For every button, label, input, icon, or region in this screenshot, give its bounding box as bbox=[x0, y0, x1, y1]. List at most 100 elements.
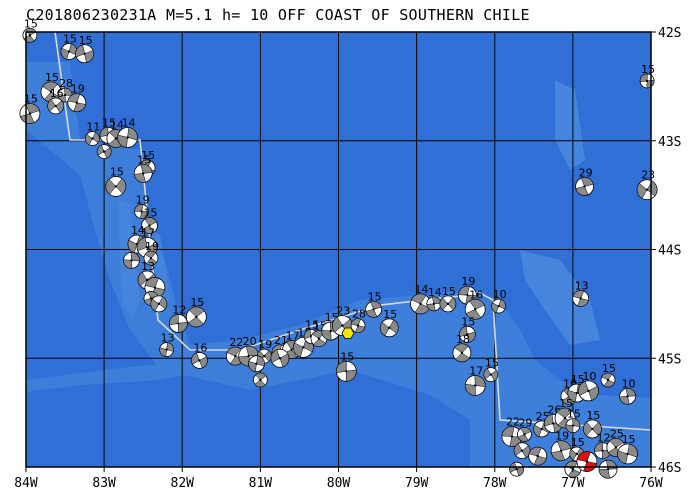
event-depth-label: 15 bbox=[461, 315, 475, 328]
focal-mechanism-beachball[interactable] bbox=[67, 93, 87, 113]
axis-ticks: 84W 83W 82W 81W 80W 79W 78W 77W 76W 42S 43S 44S 45S 4… bbox=[14, 26, 681, 491]
focal-mechanism-beachball[interactable] bbox=[270, 348, 290, 368]
latitude-tick-label: 45S bbox=[658, 352, 681, 367]
focal-mechanism-beachball[interactable] bbox=[141, 217, 158, 234]
latitude-tick-label: 46S bbox=[658, 461, 681, 476]
event-depth-label: 25 bbox=[610, 427, 624, 440]
event-depth-label: 15 bbox=[340, 350, 354, 363]
longitude-tick-label: 82W bbox=[171, 476, 195, 491]
longitude-tick-label: 79W bbox=[405, 476, 429, 491]
focal-mechanism-beachball[interactable] bbox=[350, 318, 366, 334]
focal-mechanism-beachball[interactable] bbox=[565, 418, 581, 434]
focal-mechanism-beachball[interactable] bbox=[426, 296, 442, 312]
event-depth-label: 15 bbox=[571, 436, 585, 449]
focal-mechanism-beachball[interactable] bbox=[117, 127, 138, 148]
event-depth-label: 10 bbox=[583, 370, 597, 383]
focal-mechanism-beachball[interactable] bbox=[550, 440, 572, 462]
focal-mechanism-beachball[interactable] bbox=[143, 250, 159, 266]
event-depth-label: 15 bbox=[485, 357, 499, 370]
event-depth-label: 15 bbox=[641, 63, 655, 76]
event-depth-label: 10 bbox=[493, 288, 507, 301]
focal-mechanism-beachball[interactable] bbox=[19, 103, 41, 124]
event-depth-label: 12 bbox=[597, 432, 611, 445]
event-depth-label: 15 bbox=[45, 71, 59, 84]
focal-mechanism-beachball[interactable] bbox=[528, 446, 548, 466]
focal-mechanism-beachball[interactable] bbox=[459, 325, 476, 343]
focal-mechanism-beachball[interactable] bbox=[464, 298, 486, 320]
focal-mechanism-beachball[interactable] bbox=[191, 352, 208, 369]
focal-mechanism-beachball[interactable] bbox=[509, 461, 525, 477]
focal-mechanism-beachball[interactable] bbox=[40, 81, 62, 103]
event-depth-label: 22 bbox=[229, 336, 243, 349]
focal-mechanism-beachball[interactable] bbox=[252, 372, 268, 388]
event-depth-label: 15 bbox=[190, 296, 204, 309]
event-depth-label: 15 bbox=[305, 319, 319, 332]
event-depth-label: 15 bbox=[24, 17, 38, 30]
focal-mechanism-beachball[interactable] bbox=[575, 177, 594, 196]
focal-mechanism-beachball[interactable] bbox=[517, 426, 532, 442]
focal-mechanism-beachball[interactable] bbox=[134, 204, 150, 219]
focal-mechanism-beachball[interactable] bbox=[600, 372, 616, 388]
event-depth-label: 15 bbox=[24, 93, 38, 106]
focal-mechanism-beachball[interactable] bbox=[85, 131, 100, 146]
focal-mechanism-beachball[interactable] bbox=[22, 27, 38, 43]
focal-mechanism-beachball[interactable] bbox=[617, 443, 638, 465]
event-depth-label: 15 bbox=[137, 153, 151, 166]
event-depth-label: 15 bbox=[383, 308, 397, 321]
focal-mechanism-beachball[interactable] bbox=[619, 387, 636, 405]
focal-mechanism-beachball[interactable] bbox=[452, 343, 472, 363]
focal-mechanism-beachball[interactable] bbox=[491, 298, 507, 314]
focal-mechanism-beachball[interactable] bbox=[335, 360, 357, 382]
focal-mechanism-beachball[interactable] bbox=[513, 442, 531, 460]
focal-mechanism-beachball[interactable] bbox=[483, 367, 499, 382]
event-depth-label: 13 bbox=[161, 332, 175, 345]
event-depth-label: 23 bbox=[336, 305, 350, 318]
focal-mechanism-beachball[interactable] bbox=[105, 176, 127, 197]
main-event-hexagon[interactable] bbox=[341, 327, 355, 339]
event-depth-label: 10 bbox=[622, 377, 636, 390]
event-depth-label: 23 bbox=[641, 169, 655, 182]
focal-mechanism-beachball[interactable] bbox=[639, 73, 655, 89]
focal-mechanism-beachball[interactable] bbox=[583, 419, 602, 439]
plate-boundary bbox=[54, 31, 652, 431]
focal-mechanism-beachball[interactable] bbox=[598, 459, 618, 479]
focal-mechanism-beachball[interactable] bbox=[123, 251, 140, 269]
focal-mechanism-beachball[interactable] bbox=[576, 451, 598, 472]
event-depth-label: 28 bbox=[352, 308, 366, 321]
focal-mechanism-beachball[interactable] bbox=[572, 290, 590, 307]
event-depth-label: 15 bbox=[141, 149, 155, 162]
event-depth-label: 15 bbox=[567, 408, 581, 421]
longitude-tick-label: 83W bbox=[92, 476, 116, 491]
focal-mechanism-beachball[interactable] bbox=[636, 179, 658, 201]
focal-mechanism-beachball[interactable] bbox=[464, 375, 486, 396]
focal-mechanism-beachball[interactable] bbox=[578, 380, 599, 402]
event-depth-label: 19 bbox=[145, 240, 159, 253]
focal-mechanism-beachball[interactable] bbox=[168, 314, 188, 333]
focal-mechanism-beachball[interactable] bbox=[60, 43, 78, 60]
focal-mechanism-beachball[interactable] bbox=[439, 295, 457, 313]
focal-mechanism-beachball[interactable] bbox=[501, 426, 523, 447]
event-depth-label: 17 bbox=[469, 364, 483, 377]
latitude-tick-label: 42S bbox=[658, 26, 681, 41]
event-depth-label: 15 bbox=[559, 397, 573, 410]
focal-mechanism-beachball[interactable] bbox=[185, 306, 207, 328]
focal-mechanism-beachball[interactable] bbox=[96, 144, 112, 160]
focal-mechanism-beachball[interactable] bbox=[133, 163, 153, 183]
focal-mechanism-beachball[interactable] bbox=[365, 300, 383, 318]
event-depth-label: 11 bbox=[86, 121, 100, 134]
event-depth-label: 15 bbox=[110, 165, 124, 178]
focal-mechanism-beachball[interactable] bbox=[379, 318, 399, 338]
event-depth-label: 14 bbox=[428, 286, 442, 299]
event-depth-label: 15 bbox=[622, 433, 636, 446]
focal-mechanism-beachball[interactable] bbox=[248, 355, 265, 373]
latitude-tick-label: 44S bbox=[658, 244, 681, 259]
longitude-tick-label: 80W bbox=[327, 476, 351, 491]
focal-mechanism-beachball[interactable] bbox=[47, 97, 65, 115]
focal-mechanism-beachball[interactable] bbox=[150, 295, 168, 313]
event-depth-label: 22 bbox=[506, 416, 520, 429]
focal-mechanism-beachball[interactable] bbox=[159, 342, 175, 357]
event-depth-label: 29 bbox=[579, 166, 593, 179]
focal-mechanism-beachball[interactable] bbox=[75, 44, 94, 64]
event-depth-label: 14 bbox=[110, 119, 124, 132]
